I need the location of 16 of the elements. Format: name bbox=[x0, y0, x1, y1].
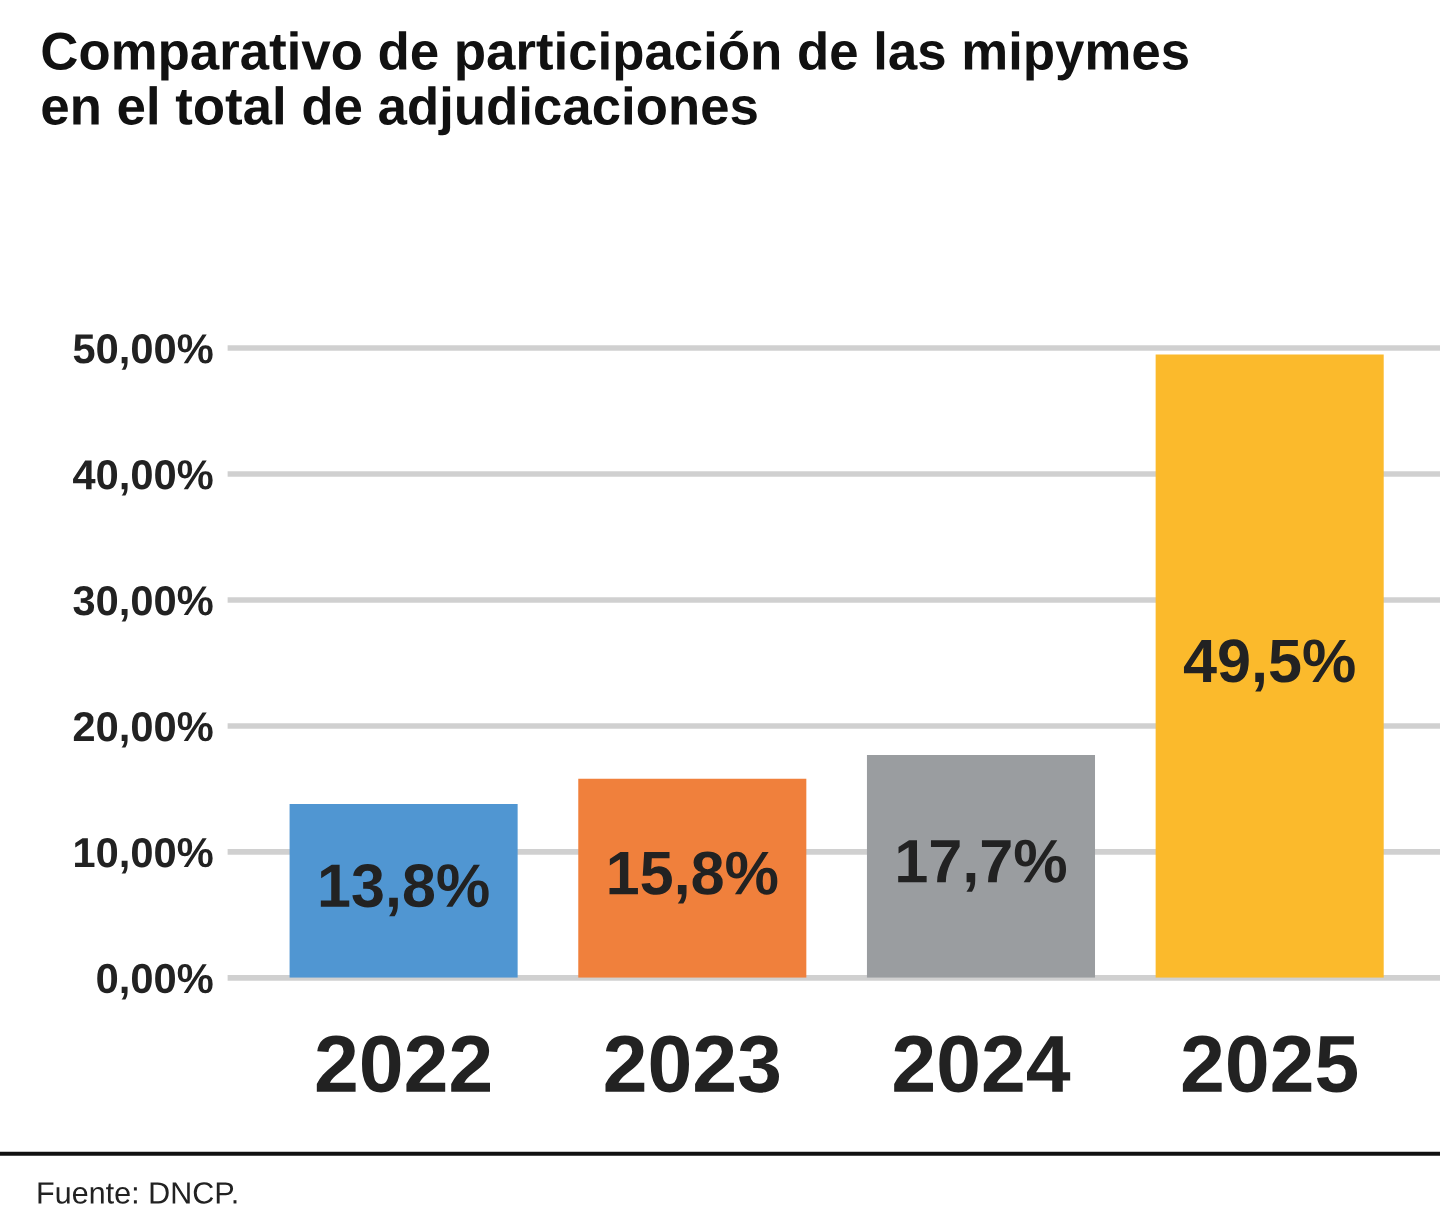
y-tick-label: 30,00% bbox=[73, 586, 213, 622]
chart-title: Comparativo de participación de las mipymes en el total de adjudicaciones bbox=[42, 30, 1188, 136]
y-tick-label: 20,00% bbox=[73, 711, 213, 748]
data-label: 17,7% bbox=[898, 839, 1067, 892]
x-tick-label: 2025 bbox=[1182, 1035, 1358, 1093]
y-tick-label: 10,00% bbox=[75, 837, 213, 874]
data-label: 49,5% bbox=[1183, 639, 1355, 692]
x-tick-label: 2022 bbox=[316, 1035, 490, 1093]
x-tick-label: 2024 bbox=[894, 1035, 1071, 1093]
y-tick-label: 50,00% bbox=[73, 334, 213, 370]
y-tick-label: 40,00% bbox=[73, 460, 213, 496]
source-note: Fuente: DNCP. bbox=[38, 1182, 237, 1204]
data-label: 15,8% bbox=[609, 851, 778, 904]
x-tick-label: 2023 bbox=[605, 1035, 779, 1093]
y-tick-label: 0,00% bbox=[97, 963, 213, 1000]
data-label: 13,8% bbox=[320, 864, 489, 917]
